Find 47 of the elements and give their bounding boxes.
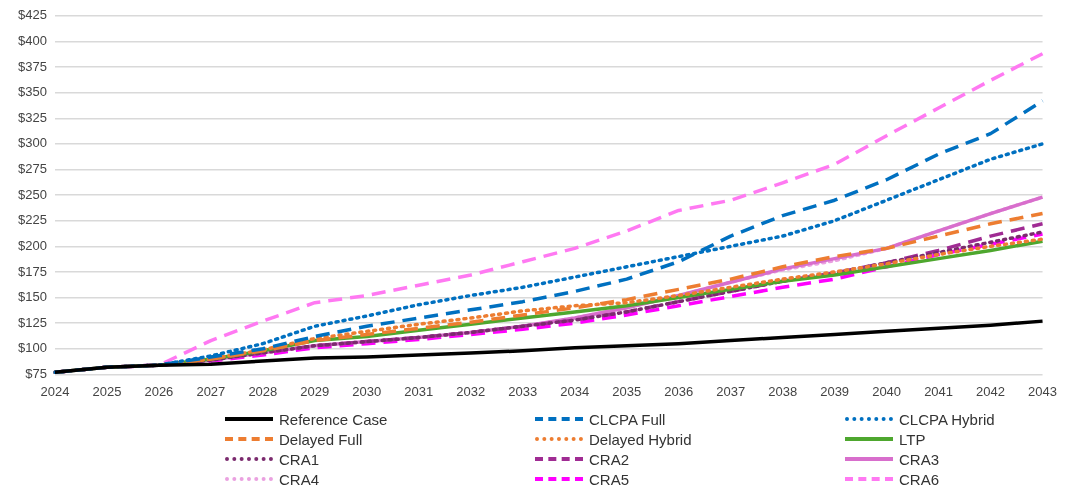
y-tick-label: $275 bbox=[18, 161, 47, 177]
legend-label: CLCPA Hybrid bbox=[899, 410, 995, 428]
legend-label: Reference Case bbox=[279, 410, 388, 428]
x-tick-label: 2031 bbox=[404, 383, 434, 399]
x-tick-label: 2036 bbox=[664, 383, 694, 399]
legend-label: CRA5 bbox=[589, 470, 630, 488]
x-tick-label: 2037 bbox=[716, 383, 746, 399]
y-tick-label: $125 bbox=[18, 314, 47, 330]
y-tick-label: $250 bbox=[18, 186, 47, 202]
y-tick-label: $100 bbox=[18, 340, 47, 356]
x-tick-label: 2029 bbox=[300, 383, 330, 399]
legend-label: CRA6 bbox=[899, 470, 940, 488]
legend-label: Delayed Hybrid bbox=[589, 430, 692, 448]
x-tick-label: 2040 bbox=[872, 383, 902, 399]
legend-label: CRA2 bbox=[589, 450, 630, 468]
y-tick-label: $325 bbox=[18, 109, 47, 125]
y-tick-label: $400 bbox=[18, 32, 47, 48]
x-tick-label: 2034 bbox=[560, 383, 590, 399]
x-tick-label: 2043 bbox=[1028, 383, 1057, 399]
x-tick-label: 2033 bbox=[508, 383, 538, 399]
x-tick-label: 2035 bbox=[612, 383, 642, 399]
x-tick-label: 2028 bbox=[248, 383, 278, 399]
y-tick-label: $300 bbox=[18, 135, 47, 151]
x-tick-label: 2027 bbox=[196, 383, 226, 399]
y-tick-label: $225 bbox=[18, 212, 47, 228]
legend-label: LTP bbox=[899, 430, 926, 448]
legend-label: CRA3 bbox=[899, 450, 940, 468]
x-tick-label: 2030 bbox=[352, 383, 382, 399]
y-tick-label: $175 bbox=[18, 263, 47, 279]
y-tick-label: $375 bbox=[18, 58, 47, 74]
y-tick-label: $150 bbox=[18, 289, 47, 305]
x-tick-label: 2041 bbox=[924, 383, 954, 399]
y-tick-label: $425 bbox=[18, 7, 47, 23]
legend-label: Delayed Full bbox=[279, 430, 363, 448]
x-tick-label: 2032 bbox=[456, 383, 486, 399]
x-tick-label: 2026 bbox=[144, 383, 174, 399]
y-tick-label: $350 bbox=[18, 84, 47, 100]
legend-label: CRA1 bbox=[279, 450, 320, 468]
x-tick-label: 2038 bbox=[768, 383, 798, 399]
legend-label: CRA4 bbox=[279, 470, 320, 488]
legend-label: CLCPA Full bbox=[589, 410, 666, 428]
x-tick-label: 2042 bbox=[976, 383, 1006, 399]
x-tick-label: 2039 bbox=[820, 383, 850, 399]
x-tick-label: 2025 bbox=[92, 383, 122, 399]
y-tick-label: $200 bbox=[18, 237, 47, 253]
y-tick-label: $75 bbox=[25, 365, 47, 381]
x-tick-label: 2024 bbox=[40, 383, 70, 399]
